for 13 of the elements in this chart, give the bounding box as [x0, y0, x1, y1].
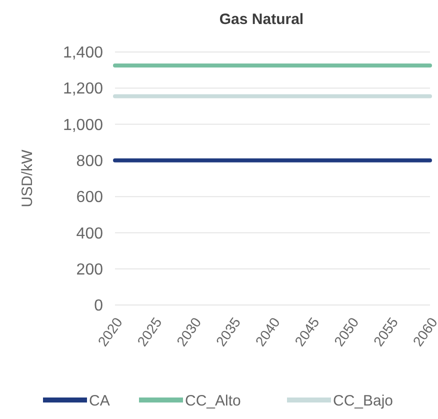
y-tick-label: 1,000 — [62, 116, 104, 134]
legend-label: CC_Alto — [185, 392, 241, 410]
y-tick-label: 600 — [76, 189, 104, 206]
chart-title: Gas Natural — [219, 11, 304, 28]
legend-label: CA — [89, 392, 110, 410]
y-tick-label: 0 — [94, 298, 104, 315]
y-tick-label: 400 — [76, 225, 104, 242]
y-tick-label: 1,400 — [62, 44, 104, 62]
y-axis-title: USD/kW — [19, 148, 36, 208]
y-tick-label: 800 — [76, 153, 104, 170]
legend-label: CC_Bajo — [333, 392, 394, 410]
y-tick-label: 1,200 — [62, 80, 104, 98]
y-tick-label: 200 — [76, 261, 104, 278]
